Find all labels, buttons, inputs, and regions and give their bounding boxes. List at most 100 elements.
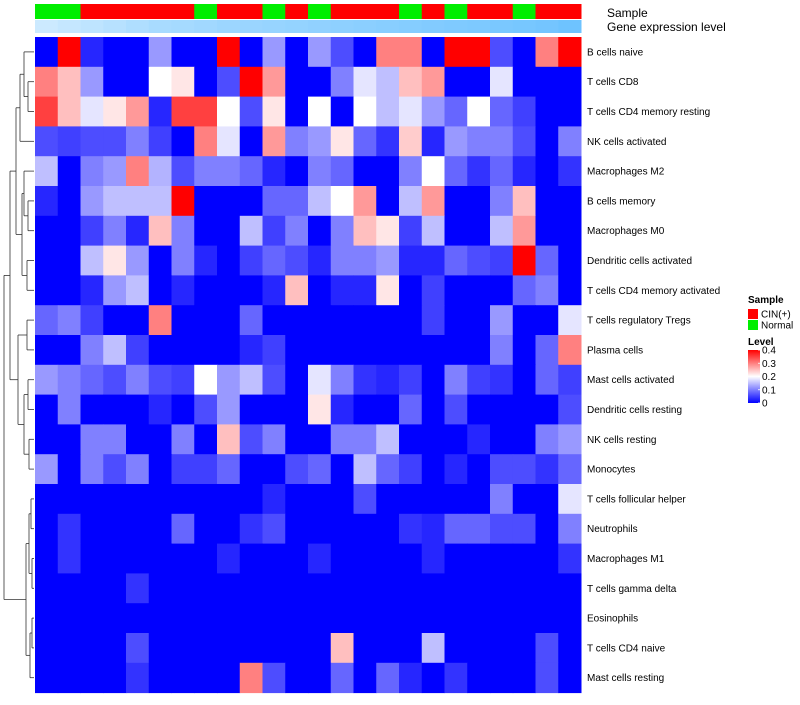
heatmap-cell: [103, 662, 127, 694]
legend-tick-label: 0.1: [762, 385, 776, 396]
heatmap-cell: [148, 484, 172, 515]
heatmap-cell: [126, 484, 150, 515]
sample-annotation-cell: [103, 4, 127, 19]
heatmap-cell: [35, 424, 59, 455]
heatmap-cell: [57, 394, 81, 425]
heatmap-cell: [217, 335, 241, 366]
heatmap-cell: [148, 66, 172, 98]
heatmap-cell: [35, 126, 59, 157]
heatmap-cell: [194, 335, 218, 366]
heatmap-cell: [558, 394, 582, 425]
heatmap-cell: [285, 245, 309, 276]
heatmap-cell: [535, 484, 559, 515]
heatmap-cell: [535, 275, 559, 306]
heatmap-cell: [558, 215, 582, 247]
heatmap-cell: [330, 394, 354, 425]
heatmap-cell: [126, 424, 150, 455]
heatmap-cell: [421, 633, 445, 664]
heatmap-cell: [194, 633, 218, 664]
heatmap-cell: [262, 424, 286, 455]
sample-annotation-cell: [80, 4, 104, 19]
heatmap-cell: [444, 364, 468, 396]
heatmap-cell: [308, 394, 332, 425]
heatmap-cell: [262, 394, 286, 425]
heatmap-cell: [376, 66, 400, 98]
heatmap-cell: [80, 96, 104, 127]
row-dendrogram: [3, 51, 34, 679]
heatmap-cell: [490, 603, 514, 634]
legend-tick-label: 0.3: [762, 359, 776, 370]
heatmap-cell: [57, 126, 81, 157]
heatmap-cell: [421, 543, 445, 574]
heatmap-cell: [262, 37, 286, 68]
sample-annotation-cell: [262, 4, 286, 19]
heatmap-cell: [285, 275, 309, 306]
heatmap-cell: [399, 454, 423, 485]
heatmap-cell: [558, 484, 582, 515]
heatmap-cell: [148, 454, 172, 485]
heatmap-cell: [126, 96, 150, 127]
heatmap-cell: [35, 156, 59, 187]
heatmap-cell: [308, 603, 332, 634]
heatmap-cell: [376, 454, 400, 485]
heatmap-cell: [535, 186, 559, 217]
heatmap-cell: [80, 454, 104, 485]
heatmap-cell: [558, 156, 582, 187]
heatmap-cell: [285, 66, 309, 98]
heatmap-cell: [80, 126, 104, 157]
heatmap-cell: [308, 66, 332, 98]
heatmap-cell: [148, 275, 172, 306]
heatmap-cell: [308, 513, 332, 545]
heatmap-cell: [308, 484, 332, 515]
sample-annotation-cell: [308, 4, 332, 19]
heatmap-cell: [353, 513, 377, 545]
legend: Sample CIN(+)Normal Level 0.4 0.3 0.2 0.1 0: [748, 295, 793, 410]
heatmap-cell: [103, 96, 127, 127]
heatmap-cell: [330, 633, 354, 664]
sample-annotation-cell: [376, 4, 400, 19]
heatmap-cell: [217, 513, 241, 545]
heatmap-cell: [194, 186, 218, 217]
heatmap-cell: [262, 513, 286, 545]
heatmap-cell: [217, 126, 241, 157]
heatmap-cell: [444, 305, 468, 336]
heatmap-cell: [80, 156, 104, 187]
heatmap-cell: [103, 543, 127, 574]
heatmap-cell: [535, 662, 559, 694]
gene-expression-annotation-cell: [308, 20, 332, 33]
heatmap-cell: [512, 186, 536, 217]
gene-expression-annotation-cell: [535, 20, 559, 33]
heatmap-cell: [217, 96, 241, 127]
heatmap-cell: [217, 186, 241, 217]
heatmap-cell: [444, 335, 468, 366]
heatmap-cell: [512, 215, 536, 247]
heatmap-cell: [194, 513, 218, 545]
heatmap-cell: [35, 484, 59, 515]
heatmap-cell: [35, 394, 59, 425]
heatmap-cell: [217, 275, 241, 306]
sample-annotation-cell: [421, 4, 445, 19]
heatmap-cell: [57, 186, 81, 217]
heatmap-cell: [103, 37, 127, 68]
heatmap-cell: [376, 96, 400, 127]
heatmap-cell: [285, 394, 309, 425]
heatmap-cell: [353, 245, 377, 276]
heatmap-cell: [57, 275, 81, 306]
heatmap-cell: [171, 364, 195, 396]
heatmap-cells: [35, 37, 582, 694]
heatmap-cell: [217, 305, 241, 336]
row-label: Plasma cells: [587, 345, 643, 356]
heatmap-cell: [399, 424, 423, 455]
gene-expression-annotation-cell: [421, 20, 445, 33]
heatmap-cell: [353, 335, 377, 366]
heatmap-cell: [35, 543, 59, 574]
heatmap-cell: [399, 573, 423, 604]
heatmap-cell: [285, 364, 309, 396]
legend-swatch: [748, 320, 758, 330]
heatmap-cell: [490, 66, 514, 98]
heatmap-cell: [353, 215, 377, 247]
heatmap-cell: [285, 484, 309, 515]
heatmap-cell: [262, 156, 286, 187]
heatmap-cell: [80, 573, 104, 604]
row-label: NK cells resting: [587, 435, 656, 446]
